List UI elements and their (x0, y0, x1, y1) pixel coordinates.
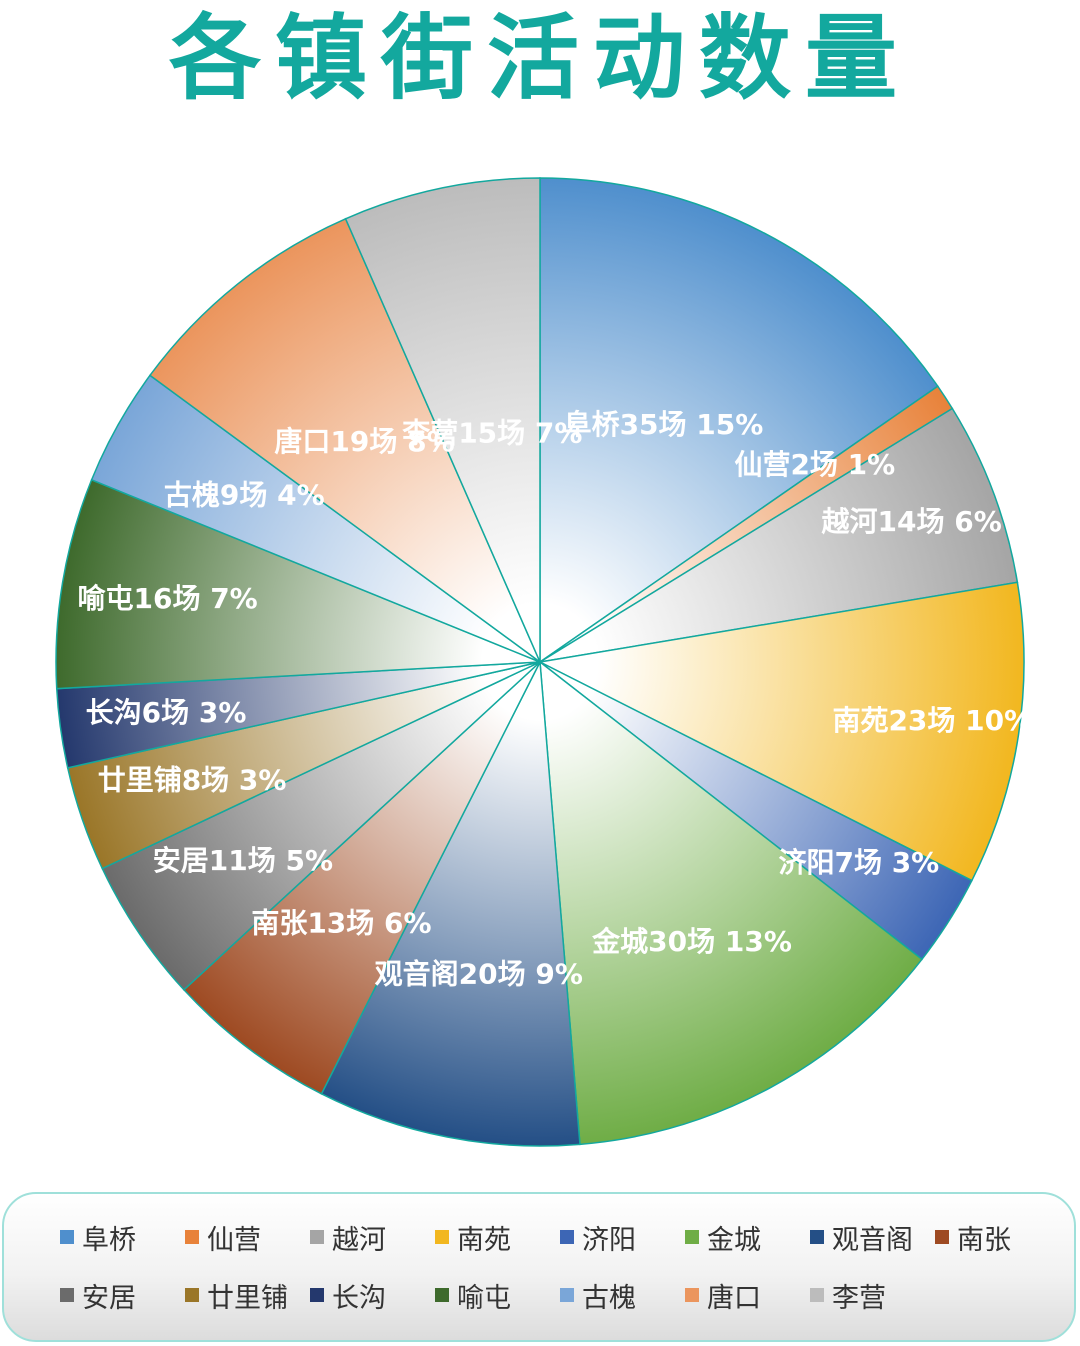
legend-label: 唐口 (707, 1282, 761, 1314)
legend-item-古槐: 古槐 (560, 1278, 685, 1314)
legend-item-廿里铺: 廿里铺 (185, 1278, 310, 1314)
legend-item-越河: 越河 (310, 1220, 435, 1256)
slice-label-唐口: 唐口19场 8% (274, 425, 454, 458)
legend-swatch (810, 1288, 824, 1302)
legend-label: 古槐 (582, 1282, 636, 1314)
slice-label-安居: 安居11场 5% (153, 844, 333, 877)
pie-chart: 阜桥35场 15% 仙营2场 1% 越河14场 6% 南苑23场 10% 济阳7场 3%… (55, 177, 1032, 1147)
slice-label-喻屯: 喻屯16场 7% (77, 582, 257, 615)
slice-label-古槐: 古槐9场 4% (164, 479, 325, 512)
pie-slice-唐口 (148, 217, 542, 665)
legend-item-南苑: 南苑 (435, 1220, 560, 1256)
legend-label: 廿里铺 (207, 1282, 288, 1314)
legend-swatch (185, 1230, 199, 1244)
legend-label: 金城 (707, 1224, 761, 1256)
legend-swatch (935, 1230, 949, 1244)
slice-label-仙营: 仙营2场 1% (734, 448, 895, 481)
legend-item-李营: 李营 (810, 1278, 935, 1314)
legend-swatch (435, 1288, 449, 1302)
pie-slice-观音阁 (320, 659, 581, 1147)
pie-slice-安居 (101, 661, 541, 991)
legend-swatch (310, 1288, 324, 1302)
pie-slice-阜桥 (539, 177, 939, 664)
legend-item-安居: 安居 (60, 1278, 185, 1314)
pie-slice-李营 (344, 177, 541, 663)
legend-swatch (560, 1288, 574, 1302)
legend-label: 南张 (957, 1224, 1011, 1256)
legend-item-仙营: 仙营 (185, 1220, 310, 1256)
slice-label-李营: 李营15场 7% (402, 417, 582, 450)
legend-label: 越河 (332, 1224, 386, 1256)
legend-label: 长沟 (332, 1282, 386, 1314)
legend-label: 阜桥 (82, 1224, 136, 1256)
pie-slice-喻屯 (55, 478, 541, 690)
legend: 阜桥 仙营 越河 南苑 济阳 金城 观音阁 南张安居 廿里铺 长沟 喻屯 古槐 唐口 李营 (2, 1192, 1076, 1342)
chart-title: 各镇街活动数量 (168, 5, 911, 112)
slice-label-越河: 越河14场 6% (822, 505, 1002, 538)
legend-swatch (435, 1230, 449, 1244)
slice-label-阜桥: 阜桥35场 15% (564, 408, 764, 441)
slice-label-廿里铺: 廿里铺8场 3% (98, 763, 287, 796)
legend-item-阜桥: 阜桥 (60, 1220, 185, 1256)
legend-grid: 阜桥 仙营 越河 南苑 济阳 金城 观音阁 南张安居 廿里铺 长沟 喻屯 古槐 唐口 李营 (60, 1220, 1060, 1314)
legend-label: 安居 (82, 1282, 136, 1314)
legend-swatch (310, 1230, 324, 1244)
slice-label-南张: 南张13场 6% (251, 906, 431, 939)
slice-label-观音阁: 观音阁20场 9% (375, 958, 583, 991)
legend-item-唐口: 唐口 (685, 1278, 810, 1314)
legend-item-济阳: 济阳 (560, 1220, 685, 1256)
pie-slice-南苑 (537, 581, 1025, 882)
legend-swatch (60, 1230, 74, 1244)
legend-label: 南苑 (457, 1224, 511, 1256)
legend-label: 仙营 (207, 1224, 261, 1256)
pie-slice-南张 (182, 661, 541, 1095)
legend-swatch (60, 1288, 74, 1302)
slice-label-南苑: 南苑23场 10% (832, 704, 1032, 737)
slice-label-长沟: 长沟6场 3% (86, 696, 247, 729)
legend-swatch (685, 1230, 699, 1244)
legend-item-金城: 金城 (685, 1220, 810, 1256)
legend-swatch (185, 1288, 199, 1302)
legend-label: 喻屯 (457, 1282, 511, 1314)
pie-slice-越河 (539, 407, 1019, 663)
legend-item-喻屯: 喻屯 (435, 1278, 560, 1314)
legend-swatch (560, 1230, 574, 1244)
slice-label-济阳: 济阳7场 3% (778, 846, 939, 879)
legend-swatch (685, 1288, 699, 1302)
legend-swatch (810, 1230, 824, 1244)
legend-item-南张: 南张 (935, 1220, 1060, 1256)
legend-item-长沟: 长沟 (310, 1278, 435, 1314)
legend-label: 李营 (832, 1282, 886, 1314)
legend-item-观音阁: 观音阁 (810, 1220, 935, 1256)
slice-label-金城: 金城30场 13% (591, 925, 792, 958)
legend-label: 观音阁 (832, 1224, 913, 1256)
pie-slice-金城 (539, 660, 923, 1146)
legend-label: 济阳 (582, 1224, 636, 1256)
